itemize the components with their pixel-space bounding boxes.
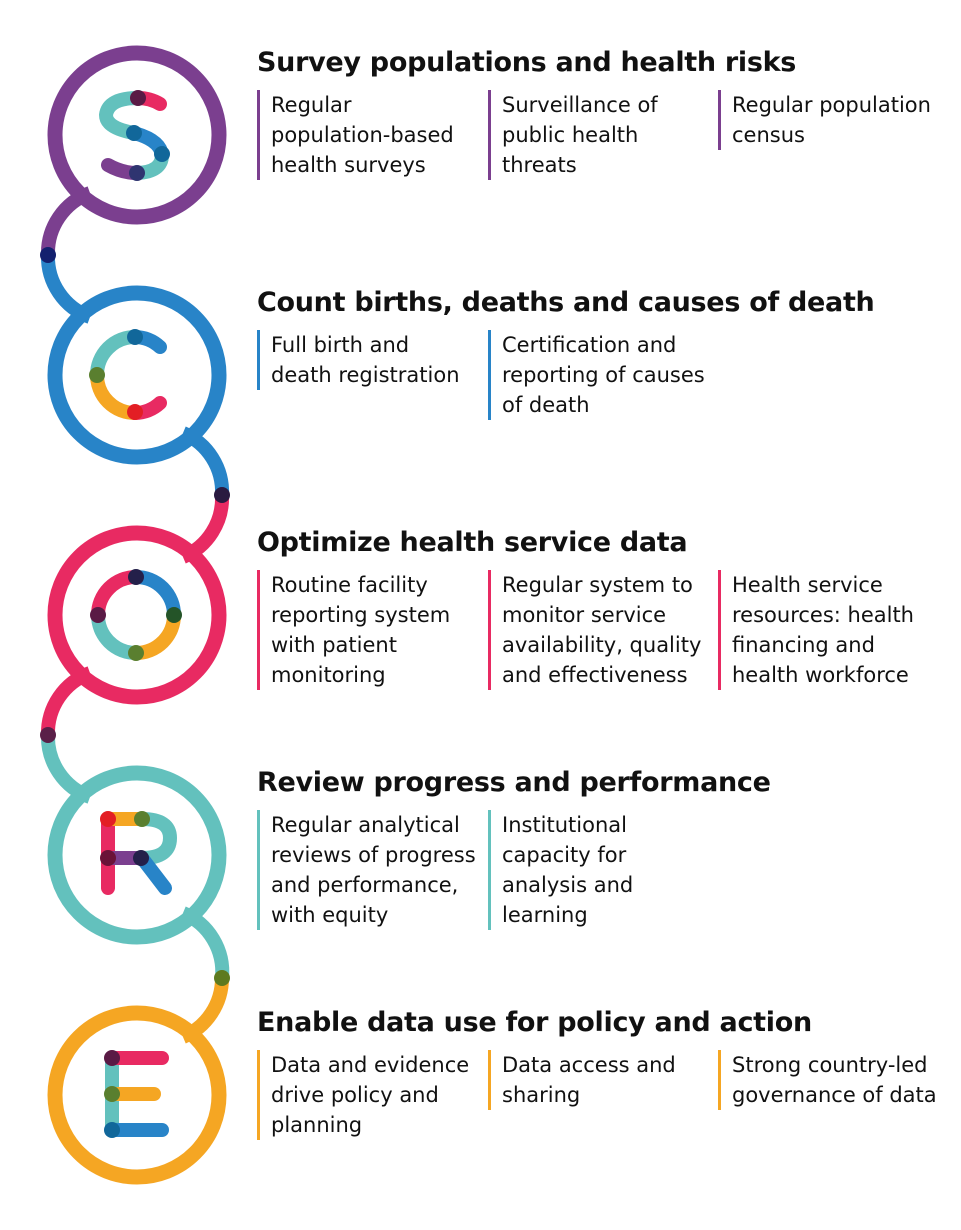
list-item: Routine facility reporting system with p… bbox=[257, 570, 476, 690]
item-columns: Regular analytical reviews of progress a… bbox=[257, 810, 947, 970]
item-columns: Routine facility reporting system with p… bbox=[257, 570, 947, 730]
list-item: Full birth and death registration bbox=[257, 330, 476, 390]
list-item: Certification and reporting of causes of… bbox=[488, 330, 707, 420]
section-survey: Survey populations and health risks Regul… bbox=[257, 46, 947, 250]
list-item: Regular system to monitor service availa… bbox=[488, 570, 707, 690]
section-title: Survey populations and health risks bbox=[257, 47, 797, 78]
list-item: Surveillance of public health threats bbox=[488, 90, 707, 180]
section-optimize: Optimize health service data Routine faci… bbox=[257, 526, 947, 730]
letter-s bbox=[98, 90, 170, 181]
list-item: Health service resources: health financi… bbox=[718, 570, 947, 690]
ring-o bbox=[47, 525, 227, 705]
list-item: Data access and sharing bbox=[488, 1050, 707, 1110]
list-item: Regular analytical reviews of progress a… bbox=[257, 810, 476, 930]
letter-e bbox=[104, 1050, 169, 1138]
list-item: Institutional capacity for analysis and … bbox=[488, 810, 707, 930]
section-title: Review progress and performance bbox=[257, 767, 771, 798]
section-count: Count births, deaths and causes of death… bbox=[257, 286, 947, 490]
list-item: Regular population census bbox=[718, 90, 947, 150]
item-columns: Regular population-based health surveys S… bbox=[257, 90, 947, 250]
score-logo bbox=[40, 45, 230, 1185]
list-item: Data and evidence drive policy and plann… bbox=[257, 1050, 476, 1140]
item-columns: Full birth and death registration Certifi… bbox=[257, 330, 947, 490]
list-item: Strong country-led governance of data bbox=[718, 1050, 947, 1110]
section-title: Optimize health service data bbox=[257, 527, 688, 558]
letter-r bbox=[100, 811, 178, 895]
section-enable: Enable data use for policy and action Dat… bbox=[257, 1006, 947, 1210]
section-title: Enable data use for policy and action bbox=[257, 1007, 812, 1038]
ring-e bbox=[47, 1005, 227, 1185]
letter-o bbox=[90, 569, 182, 661]
letter-c bbox=[89, 329, 167, 420]
section-review: Review progress and performance Regular a… bbox=[257, 766, 947, 970]
ring-s bbox=[47, 45, 227, 225]
list-item: Regular population-based health surveys bbox=[257, 90, 476, 180]
section-title: Count births, deaths and causes of death bbox=[257, 287, 875, 318]
connector-dots bbox=[40, 247, 230, 986]
ring-c bbox=[47, 285, 227, 465]
ring-r bbox=[47, 765, 227, 945]
item-columns: Data and evidence drive policy and plann… bbox=[257, 1050, 947, 1210]
